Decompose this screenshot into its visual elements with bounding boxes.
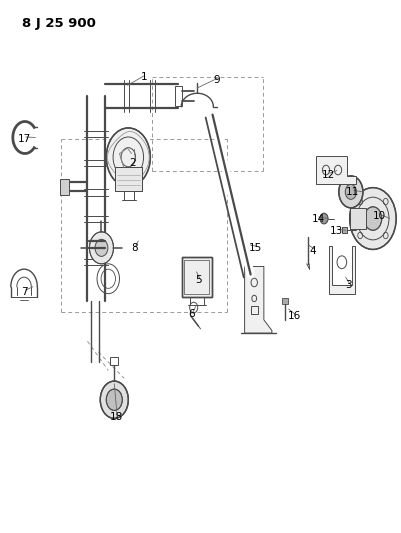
Circle shape — [95, 239, 108, 256]
Bar — [184, 260, 209, 294]
Text: 17: 17 — [18, 134, 32, 143]
Bar — [110, 357, 118, 365]
Circle shape — [345, 184, 356, 199]
Bar — [115, 167, 142, 191]
Circle shape — [106, 128, 150, 187]
Circle shape — [89, 232, 113, 264]
Text: 18: 18 — [109, 413, 123, 422]
Circle shape — [320, 213, 328, 224]
Bar — [350, 208, 366, 229]
Text: 15: 15 — [249, 243, 263, 253]
Text: 5: 5 — [195, 275, 202, 285]
Text: 9: 9 — [213, 75, 220, 85]
Circle shape — [364, 207, 382, 230]
Polygon shape — [245, 266, 272, 333]
Bar — [282, 298, 288, 304]
Bar — [182, 257, 212, 297]
Bar — [175, 86, 182, 106]
Polygon shape — [329, 246, 355, 294]
Text: 11: 11 — [346, 187, 360, 197]
Text: 7: 7 — [22, 287, 28, 296]
Text: 12: 12 — [322, 170, 336, 180]
Bar — [342, 227, 347, 233]
Circle shape — [106, 389, 122, 410]
Text: 6: 6 — [188, 310, 195, 319]
Text: 13: 13 — [330, 226, 344, 236]
Bar — [251, 306, 258, 314]
Text: 10: 10 — [373, 211, 385, 221]
Bar — [60, 179, 69, 195]
Text: 4: 4 — [310, 246, 316, 255]
Bar — [115, 167, 142, 191]
Text: 8 J 25 900: 8 J 25 900 — [22, 18, 96, 30]
Text: 14: 14 — [311, 214, 325, 223]
Circle shape — [350, 188, 396, 249]
Text: 8: 8 — [131, 243, 138, 253]
Circle shape — [100, 381, 128, 418]
Text: 16: 16 — [288, 311, 302, 321]
Text: 2: 2 — [129, 158, 136, 167]
Circle shape — [339, 176, 363, 208]
Polygon shape — [316, 156, 356, 184]
Text: 3: 3 — [346, 280, 352, 290]
Bar — [182, 257, 212, 297]
Text: 1: 1 — [141, 72, 148, 82]
